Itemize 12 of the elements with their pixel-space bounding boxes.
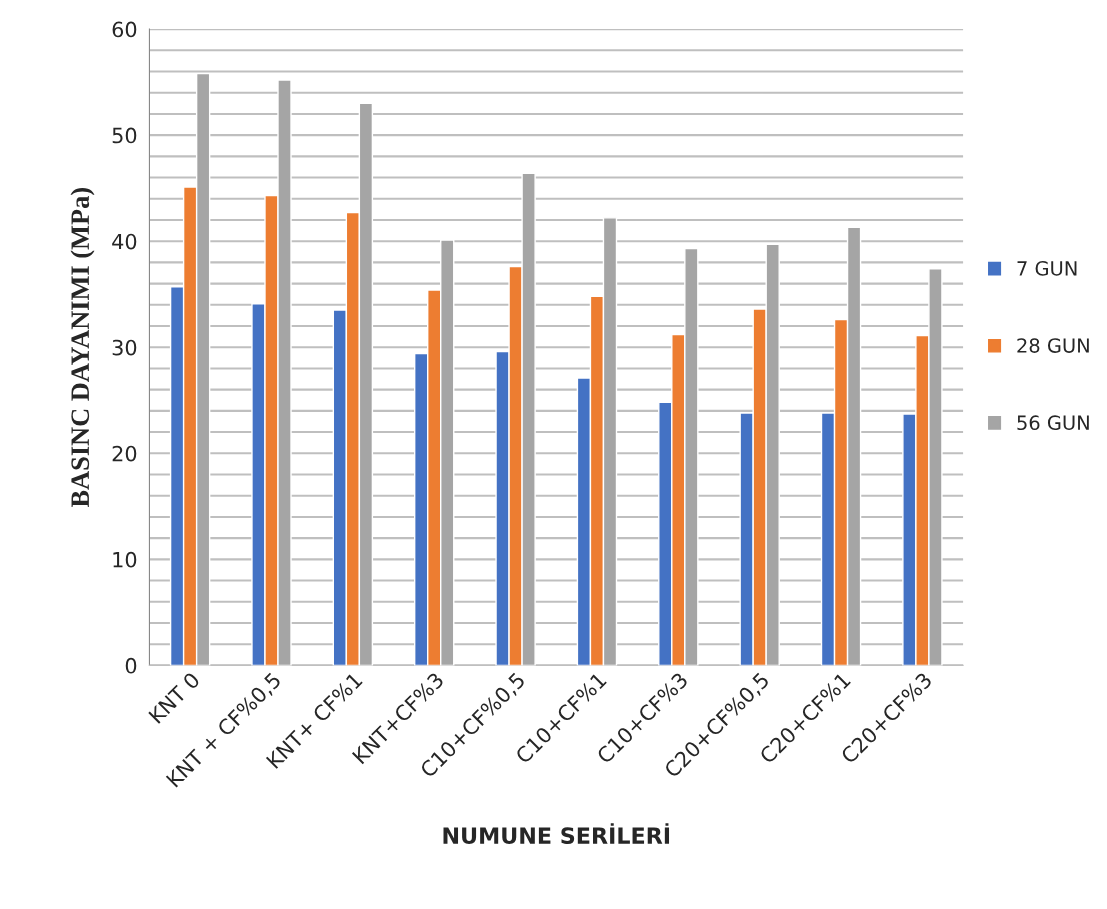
y-tick-label: 0: [125, 657, 137, 674]
y-tick-label: 40: [112, 233, 137, 250]
legend-label: 7 GUN: [1017, 261, 1077, 276]
y-tick-label: 20: [112, 445, 137, 462]
x-axis-title: NUMUNE SERİLERİ: [443, 823, 670, 844]
legend-label: 28 GUN: [1017, 338, 1089, 353]
y-tick-label: 10: [113, 551, 137, 568]
y-tick-label: 60: [112, 21, 137, 38]
y-axis-title: BASINC DAYANIMI (MPa): [70, 188, 95, 508]
y-tick-label: 30: [112, 339, 137, 356]
legend-label: 56 GUN: [1017, 415, 1089, 431]
y-tick-label: 50: [112, 127, 137, 144]
